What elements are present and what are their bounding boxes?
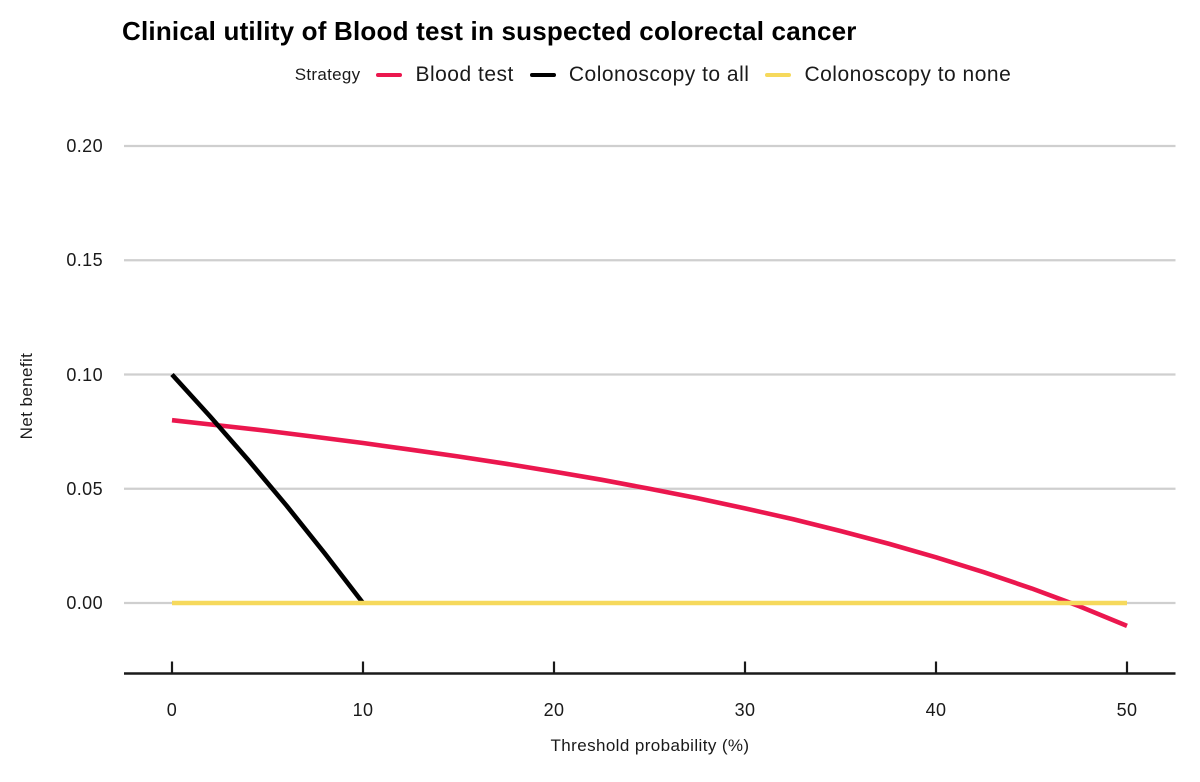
legend-label: Blood test <box>415 63 514 86</box>
legend-item-colonoscopy-to-all: Colonoscopy to all <box>529 63 750 87</box>
x-axis-title: Threshold probability (%) <box>550 736 750 755</box>
y-tick-label-0.05: 0.05 <box>66 478 103 499</box>
legend-item-colonoscopy-to-none: Colonoscopy to none <box>765 63 1011 87</box>
series-line-colonoscopy-to-all <box>170 372 365 605</box>
x-tick-label-10: 10 <box>352 700 374 720</box>
x-tick-label-20: 20 <box>543 700 565 720</box>
y-tick-label-0.10: 0.10 <box>66 364 103 385</box>
x-tick-label-50: 50 <box>1116 700 1138 720</box>
legend-label: Colonoscopy to none <box>804 63 1012 86</box>
x-tick-label-40: 40 <box>925 700 947 720</box>
x-tick-label-0: 0 <box>166 700 178 720</box>
legend-key-line-icon <box>529 72 556 78</box>
legend-key-line-icon <box>376 72 403 78</box>
legend-title: Strategy <box>294 65 361 84</box>
y-tick-label-0.15: 0.15 <box>66 250 103 271</box>
series-line-blood-test <box>171 417 1128 629</box>
legend-item-blood-test: Blood test <box>376 63 513 87</box>
legend-key-line-icon <box>765 72 792 78</box>
y-tick-label-0.00: 0.00 <box>66 593 103 613</box>
y-tick-label-0.20: 0.20 <box>66 136 103 156</box>
x-tick-label-30: 30 <box>734 700 756 720</box>
legend: Strategy Blood test Colonoscopy to all Col… <box>53 60 1200 90</box>
y-axis-title: Net benefit <box>17 352 36 440</box>
chart-title: Clinical utility of Blood test in suspec… <box>122 16 857 46</box>
legend-label: Colonoscopy to all <box>568 63 750 86</box>
